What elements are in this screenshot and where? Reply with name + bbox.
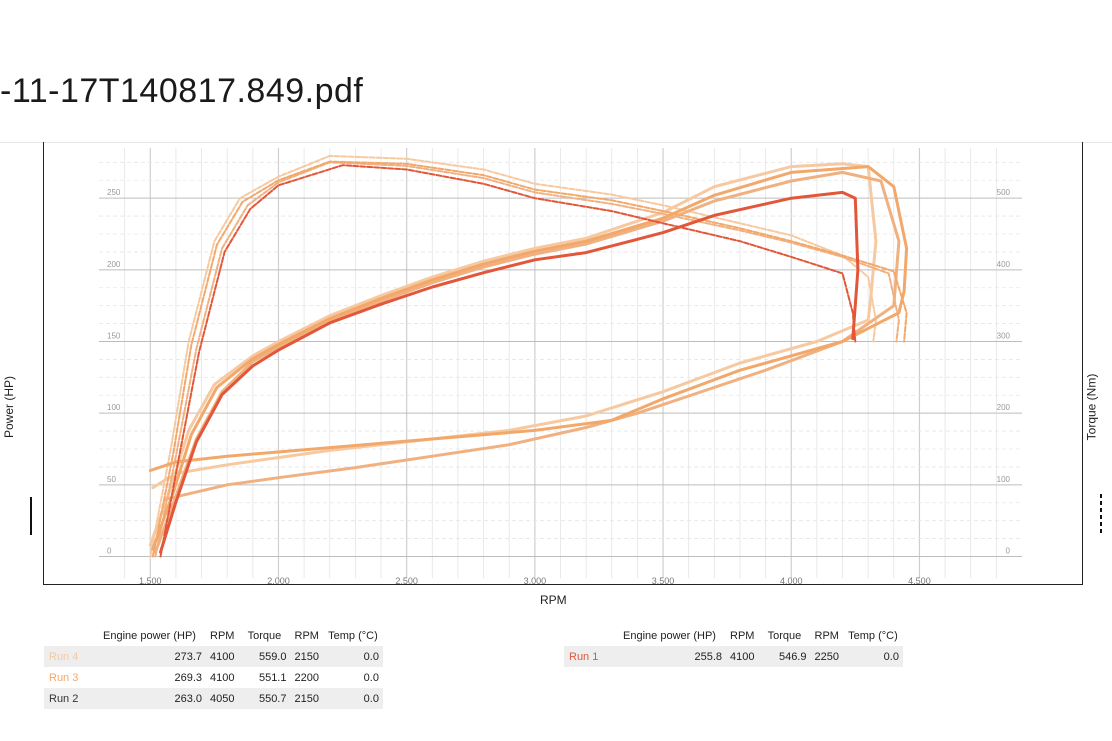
run-name: Run 1 xyxy=(564,646,613,667)
run-temp: 0.0 xyxy=(322,646,383,667)
y-right-tick-label: 500 xyxy=(997,188,1011,197)
document-header: -11-17T140817.849.pdf xyxy=(0,0,1112,143)
x-tick-label: 4.000 xyxy=(780,576,803,584)
header-rpm-torque: RPM xyxy=(294,629,319,642)
x-tick-label: 3.000 xyxy=(524,576,547,584)
table-row: Run 2 263.0 4050 550.7 2150 0.0 xyxy=(44,688,383,709)
series-line-run-3-power xyxy=(148,165,909,551)
header-temp: Temp (°C) xyxy=(328,629,378,642)
run-rpm-power: 4100 xyxy=(206,646,239,667)
series-line-run-2-power xyxy=(153,170,901,554)
x-tick-label: 2.500 xyxy=(395,576,418,584)
y-left-tick-label: 150 xyxy=(107,332,121,341)
header-spacer xyxy=(564,625,613,646)
header-temp: Temp (°C) xyxy=(848,629,898,642)
y-right-tick-label: 0 xyxy=(1006,547,1011,556)
header-rpm-power: RPM xyxy=(210,629,235,642)
x-tick-label: 1.500 xyxy=(139,576,162,584)
run-name: Run 3 xyxy=(49,671,79,684)
run-rpm-power: 4100 xyxy=(726,646,759,667)
table-header-row: Engine power (HP) RPM Torque RPM Temp (°… xyxy=(564,625,903,646)
series-line-run-2-torque xyxy=(154,161,900,558)
run-rpm-torque: 2250 xyxy=(810,646,843,667)
run-name: Run 4 xyxy=(44,646,93,667)
y-left-tick-label: 250 xyxy=(107,188,121,197)
results-table-right: Engine power (HP) RPM Torque RPM Temp (°… xyxy=(564,625,903,667)
y-axis-right-label: Torque (Nm) xyxy=(1084,373,1099,441)
run-temp: 0.0 xyxy=(842,646,903,667)
run-rpm-power: 4050 xyxy=(206,688,239,709)
run-torque: 559.0 xyxy=(238,646,291,667)
x-tick-label: 3.500 xyxy=(652,576,675,584)
run-rpm-torque: 2150 xyxy=(290,688,323,709)
run-power: 273.7 xyxy=(93,646,206,667)
x-axis-label: RPM xyxy=(540,593,567,607)
x-tick-label: 4.500 xyxy=(908,576,931,584)
table-header-row: Engine power (HP) RPM Torque RPM Temp (°… xyxy=(44,625,383,646)
header-engine-power: Engine power (HP) xyxy=(623,629,716,642)
document-title: -11-17T140817.849.pdf xyxy=(0,72,364,110)
table-row: Run 3 269.3 4100 551.1 2200 0.0 xyxy=(44,667,383,688)
y-left-tick-label: 0 xyxy=(107,547,112,556)
run-temp: 0.0 xyxy=(363,671,379,684)
results-table-left: Engine power (HP) RPM Torque RPM Temp (°… xyxy=(44,625,383,709)
run-power: 255.8 xyxy=(613,646,726,667)
y-left-tick-label: 200 xyxy=(107,260,121,269)
chart-svg: 1.500 2.000 2.500 3.000 3.500 4.000 4.500 0 50 10… xyxy=(99,148,1022,584)
run-temp: 0.0 xyxy=(322,688,383,709)
y-left-tick-label: 50 xyxy=(107,475,116,484)
table-row: Run 1 255.8 4100 546.9 2250 0.0 xyxy=(564,646,903,667)
y-right-tick-label: 300 xyxy=(997,332,1011,341)
run-rpm-torque: 2150 xyxy=(290,646,323,667)
y-right-tick-label: 200 xyxy=(997,403,1011,412)
run-torque: 551.1 xyxy=(258,671,287,684)
header-spacer xyxy=(44,625,93,646)
y-axis-left-label: Power (HP) xyxy=(2,375,17,439)
run-torque: 546.9 xyxy=(758,646,811,667)
series-line-run-1-power xyxy=(159,190,860,554)
x-tick-label: 2.000 xyxy=(267,576,290,584)
header-torque: Torque xyxy=(247,629,282,642)
run-rpm-power: 4100 xyxy=(210,671,235,684)
header-rpm-power: RPM xyxy=(730,629,755,642)
header-rpm-torque: RPM xyxy=(814,629,839,642)
y-left-tick-label: 100 xyxy=(107,403,121,412)
run-rpm-torque: 2200 xyxy=(294,671,319,684)
series-line-run-3-torque xyxy=(151,160,908,558)
torque-line-legend-mark xyxy=(1100,494,1102,536)
dyno-chart: 1.500 2.000 2.500 3.000 3.500 4.000 4.500 0 50 10… xyxy=(43,142,1083,585)
power-line-legend-mark xyxy=(30,497,32,535)
y-right-tick-label: 400 xyxy=(997,260,1011,269)
run-power: 263.0 xyxy=(93,688,206,709)
header-torque: Torque xyxy=(767,629,802,642)
run-power: 269.3 xyxy=(174,671,202,684)
run-torque: 550.7 xyxy=(238,688,291,709)
header-engine-power: Engine power (HP) xyxy=(103,629,196,642)
series-line-run-1-torque xyxy=(159,164,857,558)
table-row: Run 4 273.7 4100 559.0 2150 0.0 xyxy=(44,646,383,667)
run-name: Run 2 xyxy=(44,688,93,709)
y-right-tick-label: 100 xyxy=(997,475,1011,484)
series-line-run-4-power xyxy=(148,162,878,547)
